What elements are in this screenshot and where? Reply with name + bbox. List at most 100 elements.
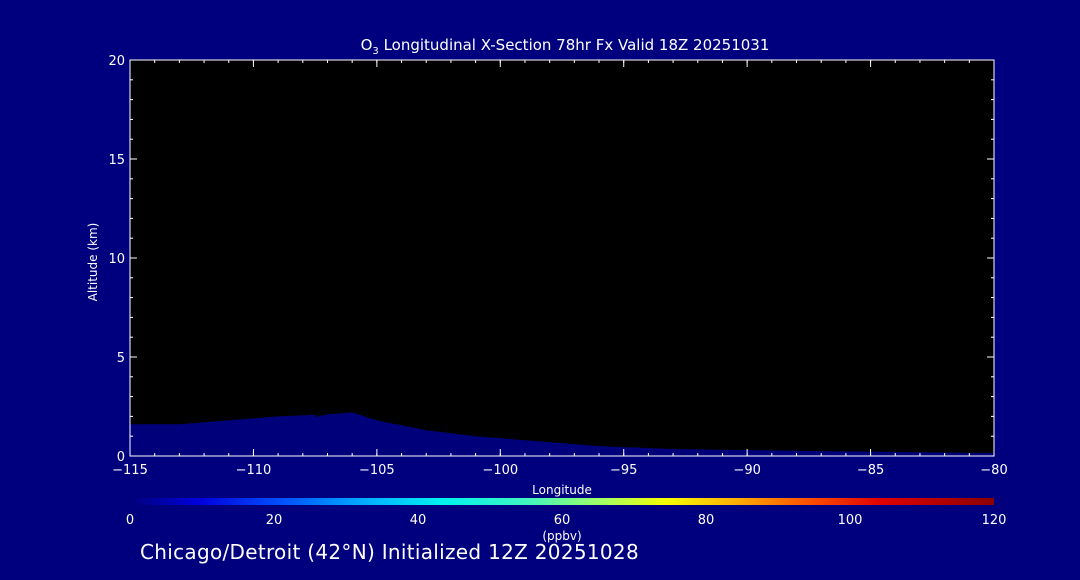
field-cell: [487, 213, 495, 219]
field-cell: [506, 89, 514, 96]
field-cell: [191, 144, 199, 150]
field-cell: [457, 178, 464, 185]
field-cell: [136, 94, 143, 101]
field-cell: [457, 287, 464, 294]
field-cell: [444, 213, 452, 219]
field-cell: [432, 213, 440, 219]
field-cell: [308, 168, 316, 175]
field-cell: [352, 238, 359, 244]
field-cell: [284, 277, 292, 284]
field-cell: [160, 357, 168, 363]
field-cell: [395, 272, 403, 279]
field-cell: [475, 327, 483, 333]
field-cell: [167, 173, 174, 180]
field-cell: [469, 139, 477, 145]
field-cell: [278, 262, 285, 269]
field-cell: [284, 396, 292, 403]
field-cell: [506, 386, 514, 393]
field-cell: [160, 163, 168, 170]
field-cell: [500, 272, 508, 279]
field-cell: [463, 426, 471, 432]
field-cell: [487, 406, 495, 413]
field-cell: [327, 381, 335, 388]
field-cell: [444, 253, 452, 259]
field-cell: [148, 421, 156, 427]
field-cell: [296, 376, 304, 383]
field-cell: [142, 406, 150, 413]
field-cell: [185, 287, 193, 294]
field-cell: [271, 287, 279, 294]
field-cell: [228, 376, 236, 383]
field-cell: [142, 357, 150, 363]
field-cell: [302, 406, 310, 413]
field-cell: [358, 406, 366, 413]
field-cell: [142, 188, 150, 195]
field-cell: [216, 371, 224, 378]
field-cell: [487, 277, 495, 284]
field-cell: [315, 144, 322, 150]
field-cell: [259, 391, 267, 398]
field-cell: [506, 94, 514, 101]
field-cell: [487, 421, 495, 427]
field-cell: [284, 89, 292, 96]
field-cell: [426, 99, 433, 106]
field-cell: [148, 109, 156, 116]
field-cell: [179, 223, 187, 229]
field-cell: [265, 99, 273, 106]
field-cell: [315, 154, 322, 160]
field-cell: [302, 357, 310, 363]
field-cell: [173, 69, 180, 76]
field-cell: [130, 119, 137, 125]
field-cell: [395, 223, 403, 229]
field-cell: [179, 79, 187, 86]
field-cell: [512, 287, 520, 294]
field-cell: [216, 119, 224, 125]
field-cell: [463, 322, 471, 328]
field-cell: [475, 272, 483, 279]
field-cell: [265, 193, 273, 200]
field-cell: [487, 69, 495, 76]
field-cell: [154, 277, 162, 284]
field-cell: [302, 178, 310, 185]
field-cell: [290, 386, 298, 393]
field-cell: [296, 317, 304, 323]
field-cell: [160, 317, 168, 323]
field-cell: [500, 292, 508, 299]
field-cell: [364, 124, 372, 130]
field-cell: [241, 193, 248, 200]
field-cell: [173, 198, 180, 205]
field-cell: [376, 193, 384, 200]
field-cell: [395, 218, 403, 224]
field-cell: [160, 391, 168, 398]
field-cell: [370, 277, 378, 284]
field-cell: [426, 218, 433, 224]
field-cell: [352, 223, 359, 229]
field-cell: [234, 312, 242, 318]
field-cell: [450, 228, 458, 234]
field-cell: [352, 99, 359, 106]
field-cell: [463, 139, 471, 145]
field-cell: [494, 208, 501, 215]
field-cell: [358, 337, 366, 343]
field-cell: [463, 376, 471, 383]
field-cell: [210, 173, 217, 180]
field-cell: [444, 203, 452, 210]
field-cell: [241, 312, 248, 318]
field-cell: [296, 119, 304, 125]
field-cell: [142, 258, 150, 264]
field-cell: [228, 292, 236, 299]
field-cell: [494, 144, 501, 150]
field-cell: [167, 267, 174, 274]
field-cell: [290, 159, 298, 165]
field-cell: [197, 139, 205, 145]
field-cell: [222, 84, 230, 91]
field-cell: [130, 183, 137, 190]
field-cell: [352, 104, 359, 111]
field-cell: [247, 277, 255, 284]
field-cell: [204, 258, 211, 264]
field-cell: [148, 228, 156, 234]
field-cell: [210, 342, 217, 348]
field-cell: [278, 203, 285, 210]
field-cell: [500, 322, 508, 328]
field-cell: [142, 173, 150, 180]
